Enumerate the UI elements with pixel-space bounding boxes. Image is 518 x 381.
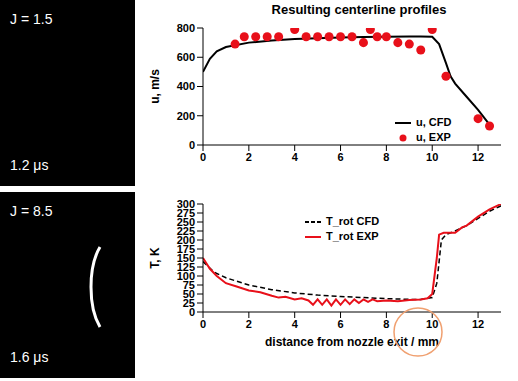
svg-text:800: 800 (177, 22, 195, 34)
html-text:Resulting centerline profiles: Resulting centerline profiles (271, 2, 447, 17)
svg-text:25: 25 (182, 296, 195, 309)
svg-text:250: 250 (176, 215, 195, 228)
svg-text:10: 10 (426, 151, 438, 163)
svg-text:200: 200 (177, 110, 195, 122)
svg-text:0: 0 (200, 151, 206, 163)
svg-text:6: 6 (337, 151, 343, 163)
svg-text:2: 2 (246, 318, 252, 330)
svg-text:T, K: T, K (148, 247, 162, 269)
svg-text:75: 75 (182, 278, 195, 291)
svg-text:200: 200 (176, 233, 195, 246)
svg-text:12: 12 (472, 318, 484, 330)
svg-text:J = 1.5: J = 1.5 (10, 11, 53, 27)
svg-text:1.6 μs: 1.6 μs (10, 349, 48, 365)
svg-text:400: 400 (177, 80, 195, 92)
svg-text:10: 10 (426, 318, 438, 330)
svg-text:u, m/s: u, m/s (148, 69, 162, 104)
svg-text:J = 8.5: J = 8.5 (10, 203, 53, 219)
svg-text:600: 600 (177, 51, 195, 63)
html-text:u, EXP: u, EXP (416, 131, 451, 143)
svg-text:0: 0 (189, 139, 195, 151)
svg-text:12: 12 (472, 151, 484, 163)
svg-text:100: 100 (176, 269, 195, 282)
svg-text:150: 150 (176, 251, 195, 264)
svg-text:distance from nozzle exit / mm: distance from nozzle exit / mm (265, 335, 439, 349)
svg-text:50: 50 (182, 287, 195, 300)
svg-text:125: 125 (176, 260, 195, 273)
svg-text:4: 4 (292, 318, 299, 330)
html-text:T_rot CFD: T_rot CFD (326, 215, 380, 227)
svg-text:1.2 μs: 1.2 μs (10, 157, 48, 173)
html-text:u, CFD: u, CFD (416, 116, 452, 128)
svg-text:275: 275 (176, 206, 195, 219)
svg-text:2: 2 (246, 151, 252, 163)
svg-text:225: 225 (176, 224, 195, 237)
html-text:T_rot EXP: T_rot EXP (326, 230, 379, 242)
svg-text:8: 8 (383, 318, 389, 330)
svg-text:4: 4 (292, 151, 299, 163)
svg-text:6: 6 (337, 318, 343, 330)
svg-text:0: 0 (188, 305, 195, 318)
svg-text:0: 0 (200, 318, 206, 330)
svg-text:175: 175 (176, 242, 195, 255)
svg-text:300: 300 (177, 198, 195, 210)
svg-text:8: 8 (383, 151, 389, 163)
